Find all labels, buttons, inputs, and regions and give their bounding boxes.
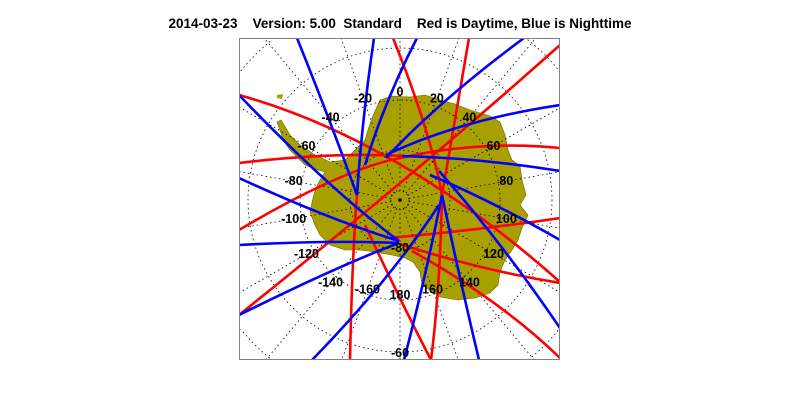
longitude-label: 20 (430, 92, 444, 106)
meridian-line (239, 171, 392, 199)
longitude-label: -100 (281, 212, 306, 226)
longitude-label: 60 (487, 139, 501, 153)
meridian-line (239, 201, 392, 229)
version-label: Version: 5.00 (252, 16, 336, 31)
nighttime-tracks (239, 38, 560, 360)
legend-text: Red is Daytime, Blue is Nighttime (416, 16, 632, 31)
longitude-label: 180 (390, 288, 411, 302)
longitude-label: -140 (318, 276, 343, 290)
longitude-label: 80 (499, 174, 513, 188)
meridian-line (407, 107, 560, 196)
meridian-line (408, 201, 560, 229)
map-title: 2014-03-23 Version: 5.00 Standard Red is… (0, 16, 800, 31)
latitude-label: -80 (391, 241, 409, 255)
antarctic-island (277, 94, 283, 99)
longitude-label: -20 (354, 92, 372, 106)
meridian-line (408, 171, 560, 199)
longitude-label: 40 (462, 110, 476, 124)
longitude-label: 0 (397, 85, 404, 99)
longitude-label: 120 (483, 247, 504, 261)
longitude-label: 100 (496, 212, 517, 226)
longitude-label: -80 (285, 174, 303, 188)
longitude-label: -160 (355, 282, 380, 296)
map-frame (239, 38, 560, 360)
antarctica-landmass (276, 94, 529, 301)
meridian-line (341, 38, 398, 192)
latitude-label: -60 (391, 346, 409, 360)
longitude-label: -40 (322, 110, 340, 124)
mode-label: Standard (343, 16, 402, 31)
meridian-line (405, 38, 536, 194)
longitude-label: 160 (422, 282, 443, 296)
south-pole-marker (398, 198, 402, 202)
date-label: 2014-03-23 (168, 16, 238, 31)
longitude-label: -60 (297, 139, 315, 153)
meridian-line (405, 206, 534, 360)
meridian-line (264, 38, 395, 194)
longitude-label: 140 (459, 276, 480, 290)
meridian-line (266, 206, 395, 360)
longitude-label: -120 (294, 247, 319, 261)
